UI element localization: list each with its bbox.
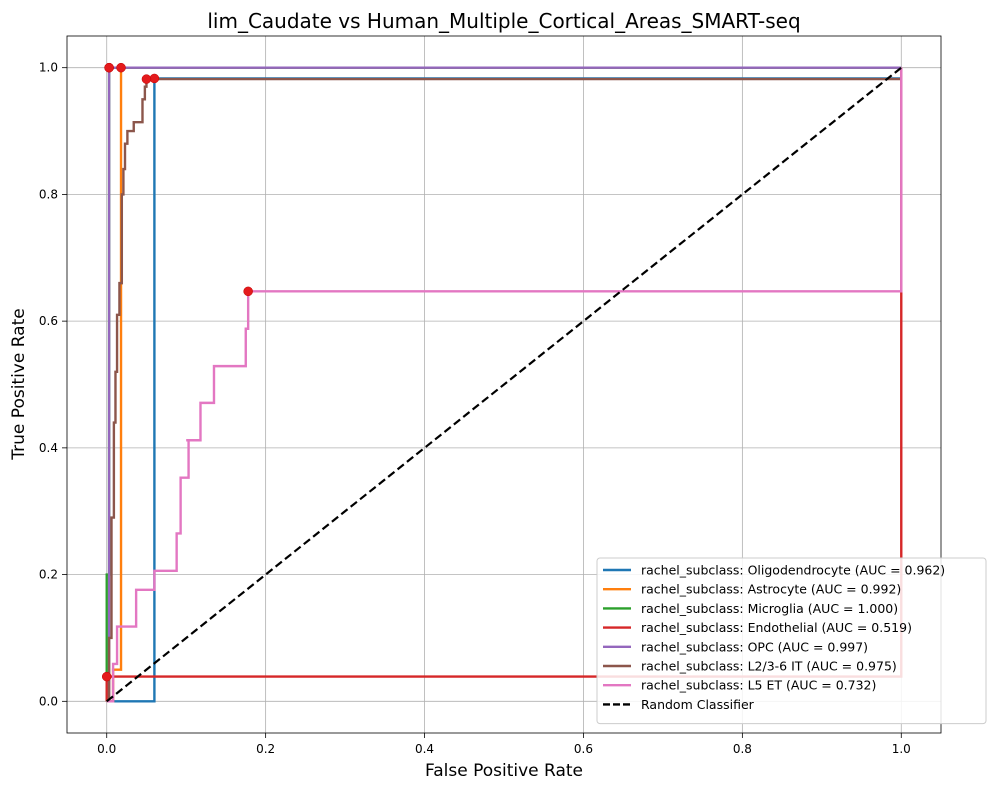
x-tick-label: 1.0 xyxy=(892,742,911,756)
x-tick-label: 0.4 xyxy=(415,742,434,756)
y-tick-label: 1.0 xyxy=(39,61,58,75)
series-layer xyxy=(105,66,903,703)
legend-label-0: rachel_subclass: Oligodendrocyte (AUC = … xyxy=(641,563,945,578)
markers-layer xyxy=(101,62,253,682)
optimal-point-marker-6 xyxy=(243,286,253,297)
chart-title: lim_Caudate vs Human_Multiple_Cortical_A… xyxy=(207,9,800,33)
x-axis-ticks: 0.0 0.2 0.4 0.6 0.8 1.0 xyxy=(97,733,911,756)
legend-label-1: rachel_subclass: Astrocyte (AUC = 0.992) xyxy=(641,582,901,597)
x-tick-label: 0.0 xyxy=(97,742,116,756)
series-line-5 xyxy=(106,77,902,703)
legend-box xyxy=(596,557,987,725)
x-tick-label: 0.8 xyxy=(733,742,752,756)
y-tick-label: 0.2 xyxy=(39,568,58,582)
y-tick-label: 0.0 xyxy=(39,694,58,708)
series-line-3 xyxy=(105,67,903,702)
legend-label-6: rachel_subclass: L5 ET (AUC = 0.732) xyxy=(641,678,876,693)
legend-label-3: rachel_subclass: Endothelial (AUC = 0.51… xyxy=(641,620,912,635)
optimal-point-marker-0 xyxy=(149,73,160,84)
plot-frame xyxy=(66,35,942,734)
legend: rachel_subclass: Oligodendrocyte (AUC = … xyxy=(596,557,987,725)
legend-label-2: rachel_subclass: Microglia (AUC = 1.000) xyxy=(641,601,898,616)
x-axis-label: False Positive Rate xyxy=(425,761,583,781)
y-axis-ticks: 0.0 0.2 0.4 0.6 0.8 1.0 xyxy=(39,61,67,708)
grid xyxy=(67,36,941,733)
optimal-point-marker-1 xyxy=(116,62,126,73)
optimal-point-marker-5 xyxy=(141,74,152,84)
legend-label-4: rachel_subclass: OPC (AUC = 0.997) xyxy=(641,639,868,654)
legend-label-5: rachel_subclass: L2/3-6 IT (AUC = 0.975) xyxy=(641,659,897,674)
legend-label-7: Random Classifier xyxy=(641,697,755,712)
series-line-6 xyxy=(106,67,903,703)
y-tick-label: 0.6 xyxy=(39,314,58,328)
y-tick-label: 0.8 xyxy=(39,187,58,201)
optimal-point-marker-4 xyxy=(104,62,114,73)
y-axis-label: True Positive Rate xyxy=(9,308,29,460)
optimal-point-marker-3 xyxy=(101,671,112,682)
x-tick-label: 0.2 xyxy=(256,742,275,756)
x-tick-label: 0.6 xyxy=(574,742,593,756)
y-tick-label: 0.4 xyxy=(39,441,58,455)
series-line-7 xyxy=(106,66,902,703)
